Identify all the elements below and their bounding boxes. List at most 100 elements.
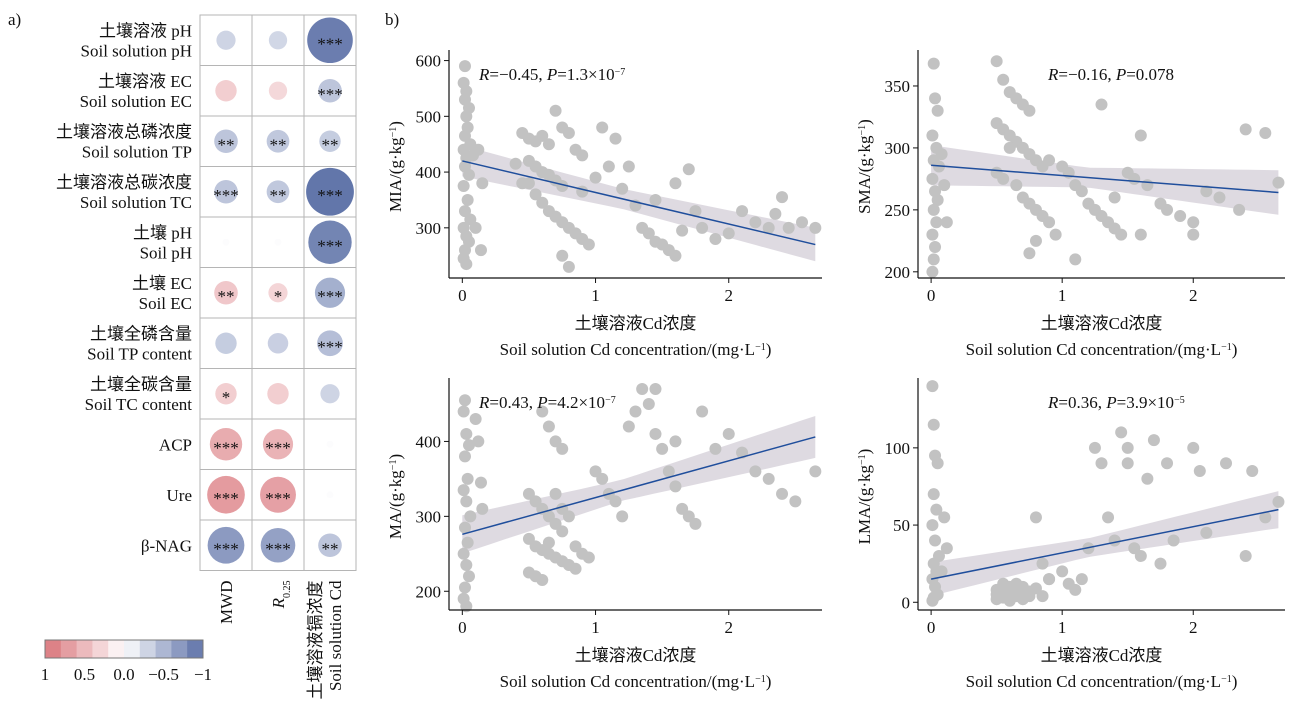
stats-annotation: R=−0.45, P=1.3×10−7 xyxy=(478,65,625,84)
row-label: 土壤溶液 EC Soil solution EC xyxy=(80,71,192,111)
data-point xyxy=(1010,179,1023,192)
data-point xyxy=(929,534,942,547)
correlation-circle xyxy=(268,283,288,303)
heatmap-cell xyxy=(303,519,357,571)
data-point xyxy=(1023,247,1036,260)
y-axis-title: SMA/(g·kg−1) xyxy=(855,119,874,214)
data-point xyxy=(649,193,662,206)
data-point xyxy=(556,525,569,538)
data-point xyxy=(596,121,609,134)
significance-marker: ** xyxy=(218,287,235,306)
data-point xyxy=(589,171,602,184)
correlation-circle xyxy=(266,180,290,204)
data-point xyxy=(1154,557,1167,570)
data-point xyxy=(709,442,722,455)
correlation-circle xyxy=(260,476,296,513)
data-point xyxy=(462,570,475,583)
y-tick-label: 350 xyxy=(885,77,911,96)
data-point xyxy=(1121,457,1134,470)
y-tick-label: 400 xyxy=(416,163,442,182)
correlation-heatmap: 土壤溶液 pH Soil solution pH ***土壤溶液 EC Soil so… xyxy=(56,14,357,700)
y-tick-label: 300 xyxy=(885,139,911,158)
data-point xyxy=(474,244,487,257)
data-point xyxy=(669,435,682,448)
x-axis-title-en: Soil solution Cd concentration/(mg·L−1) xyxy=(500,340,772,359)
x-axis-title-sup: −1 xyxy=(755,674,766,685)
y-tick-label: 0 xyxy=(902,593,911,612)
row-label-line: 土壤溶液 pH xyxy=(99,20,192,40)
fit-line xyxy=(462,160,816,246)
y-axis-title-tail: ) xyxy=(855,449,874,455)
y-axis-title-sup: −1 xyxy=(388,127,399,138)
data-point xyxy=(549,104,562,117)
data-point xyxy=(1161,203,1174,216)
data-point xyxy=(1220,457,1233,470)
row-label: 土壤溶液总碳浓度 Soil solution TC xyxy=(56,172,192,212)
data-point xyxy=(458,60,471,73)
data-point xyxy=(1147,434,1160,447)
significance-marker: *** xyxy=(317,236,343,255)
colorbar-swatch xyxy=(45,640,62,658)
data-point xyxy=(938,511,951,524)
data-point xyxy=(461,193,474,206)
x-axis-title-tail: ) xyxy=(1232,340,1238,359)
data-point xyxy=(1200,185,1213,198)
correlation-circle xyxy=(317,330,343,357)
colorbar-swatch xyxy=(92,640,109,658)
data-point xyxy=(1167,534,1180,547)
panel-label-a: a) xyxy=(8,10,21,29)
row-label-line: Soil TP content xyxy=(87,344,192,363)
data-point xyxy=(562,510,575,523)
row-label-line: Soil solution pH xyxy=(81,41,192,60)
annotation-r-symbol: R xyxy=(1047,393,1059,412)
correlation-circle xyxy=(267,332,289,354)
data-point xyxy=(649,427,662,440)
row-label: ACP xyxy=(159,435,192,454)
x-axis-title-main: Soil solution Cd concentration/(mg·L xyxy=(966,672,1221,691)
data-point xyxy=(776,191,789,204)
fit-line xyxy=(931,164,1279,194)
data-point xyxy=(929,241,942,254)
data-point xyxy=(562,127,575,140)
row-label-line: Soil pH xyxy=(140,243,192,262)
significance-marker: * xyxy=(222,388,231,407)
row-label-line: 土壤 EC xyxy=(132,273,192,293)
significance-marker: ** xyxy=(270,186,287,205)
x-tick-label: 0 xyxy=(458,286,467,305)
data-point xyxy=(622,420,635,433)
data-point xyxy=(1023,104,1036,117)
data-point xyxy=(1187,228,1200,241)
data-point xyxy=(927,488,940,501)
data-point xyxy=(676,224,689,237)
significance-marker: *** xyxy=(317,287,343,306)
data-point xyxy=(662,465,675,478)
annotation-p-value: =4.2×10 xyxy=(548,393,605,412)
correlation-circle xyxy=(262,429,294,460)
correlation-circle xyxy=(214,280,238,305)
x-tick-label: 0 xyxy=(927,618,936,637)
data-point xyxy=(926,265,939,278)
significance-marker: ** xyxy=(270,135,287,154)
significance-marker: ** xyxy=(218,135,235,154)
data-point xyxy=(1095,98,1108,111)
data-point xyxy=(556,249,569,262)
data-point xyxy=(931,193,944,206)
data-point xyxy=(809,221,822,234)
data-point xyxy=(622,160,635,173)
y-tick-label: 300 xyxy=(416,219,442,238)
data-point xyxy=(927,253,940,266)
data-point xyxy=(457,484,470,497)
row-label-line: 土壤 pH xyxy=(133,222,192,242)
data-point xyxy=(609,132,622,145)
data-point xyxy=(1233,203,1246,216)
data-point xyxy=(457,405,470,418)
data-point xyxy=(562,260,575,273)
data-point xyxy=(1043,573,1056,586)
x-axis-title-en: Soil solution Cd concentration/(mg·L−1) xyxy=(500,672,772,691)
correlation-circle xyxy=(215,383,237,405)
confidence-band xyxy=(931,491,1279,596)
colorbar-tick: −1 xyxy=(194,665,212,684)
x-axis-title-tail: ) xyxy=(1232,672,1238,691)
data-point xyxy=(927,203,940,216)
row-label-line: Soil solution EC xyxy=(80,92,192,111)
